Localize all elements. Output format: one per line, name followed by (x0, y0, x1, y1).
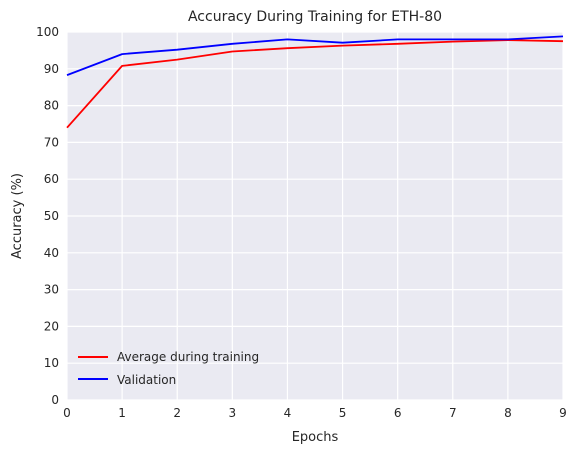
x-tick-label: 2 (173, 406, 181, 420)
y-tick-label: 100 (36, 25, 59, 39)
x-tick-label: 4 (284, 406, 292, 420)
x-tick-label: 9 (559, 406, 567, 420)
legend: Average during training Validation (78, 350, 259, 387)
y-tick-label: 10 (44, 356, 59, 370)
y-tick-label: 50 (44, 209, 59, 223)
y-tick-label: 90 (44, 62, 59, 76)
x-tick-label: 1 (118, 406, 126, 420)
series-line-validation (66, 35, 564, 76)
x-tick-label: 8 (504, 406, 512, 420)
y-tick-label: 70 (44, 135, 59, 149)
x-tick-label: 5 (339, 406, 347, 420)
chart-title: Accuracy During Training for ETH-80 (188, 9, 442, 25)
grid-lines (66, 31, 564, 401)
legend-label-training: Average during training (117, 350, 259, 364)
y-tick-label: 20 (44, 319, 59, 333)
x-tick-labels: 0 1 2 3 4 5 6 7 8 9 (63, 406, 567, 420)
series-line-training (66, 39, 564, 129)
y-axis-label: Accuracy (%) (10, 173, 25, 259)
y-tick-label: 80 (44, 99, 59, 113)
y-tick-labels: 0 10 20 30 40 50 60 70 80 90 100 (36, 25, 59, 407)
legend-label-validation: Validation (117, 373, 176, 387)
x-tick-label: 6 (394, 406, 402, 420)
x-tick-label: 3 (229, 406, 237, 420)
x-tick-label: 7 (449, 406, 457, 420)
y-tick-label: 40 (44, 246, 59, 260)
x-tick-label: 0 (63, 406, 71, 420)
y-tick-label: 30 (44, 283, 59, 297)
y-tick-label: 60 (44, 172, 59, 186)
series-lines (66, 35, 564, 129)
x-axis-label: Epochs (292, 430, 339, 445)
y-tick-label: 0 (51, 393, 59, 407)
